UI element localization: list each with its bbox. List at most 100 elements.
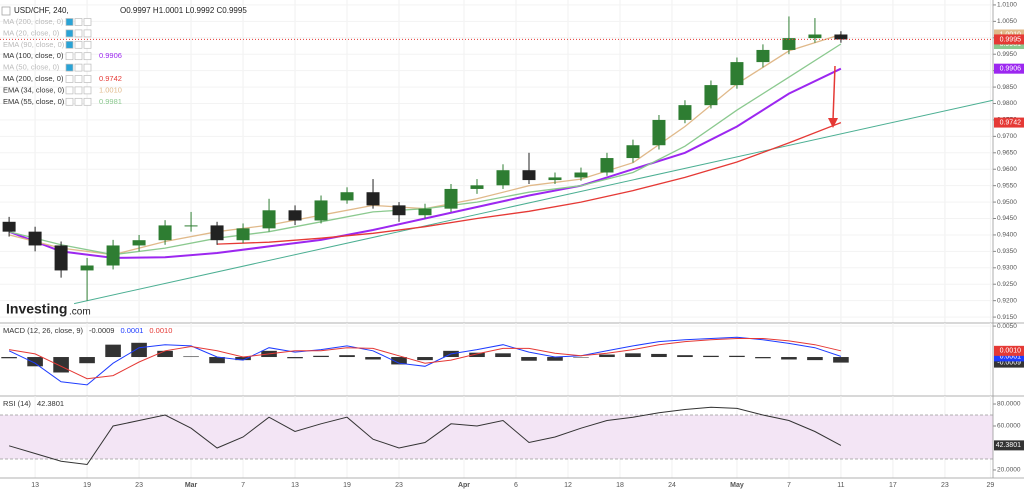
value-box — [994, 345, 1024, 356]
candle-body — [626, 145, 640, 159]
y-tick-label: 0.9450 — [997, 215, 1017, 222]
histogram-bar — [729, 355, 745, 358]
histogram-bar — [105, 344, 121, 358]
legend-label: MA (50, close, 0) — [3, 63, 60, 72]
chart-title: USD/CHF, 240, — [14, 6, 69, 15]
histogram-bar — [573, 357, 589, 358]
legend-label: EMA (34, close, 0) — [3, 85, 65, 94]
histogram-bar — [495, 353, 511, 358]
x-tick-label: May — [730, 482, 744, 489]
histogram-bar — [625, 353, 641, 358]
legend-icon — [74, 52, 83, 61]
legend-icon — [74, 86, 83, 95]
candle-body — [314, 200, 328, 221]
x-tick-label: 12 — [564, 482, 572, 489]
histogram-bar — [183, 356, 199, 358]
y-tick-label: 0.9200 — [997, 297, 1017, 304]
y-tick-label: 20.0000 — [997, 467, 1021, 474]
value-box-label: 0.0010 — [1000, 348, 1022, 355]
histogram-bar — [131, 342, 147, 358]
candle-body — [418, 208, 432, 216]
candle-body — [392, 205, 406, 216]
histogram-bar — [651, 353, 667, 358]
candle-body — [262, 210, 276, 229]
value-box-label: -0.0009 — [997, 359, 1021, 366]
legend-icon — [65, 63, 74, 72]
y-tick-label: 0.9250 — [997, 281, 1017, 288]
legend-label: MA (100, close, 0) — [3, 51, 64, 60]
y-tick-label: 0.9400 — [997, 232, 1017, 239]
value-box — [994, 117, 1024, 128]
candle-body — [28, 231, 42, 246]
histogram-bar — [53, 357, 69, 373]
candle-body — [288, 210, 302, 221]
histogram-bar — [703, 355, 719, 358]
candle-body — [132, 240, 146, 246]
x-tick-label: 13 — [31, 482, 39, 489]
value-box — [994, 351, 1024, 362]
legend-icon — [74, 40, 83, 49]
legend-value: 1.0010 — [99, 85, 122, 94]
legend-icon — [83, 40, 92, 49]
y-tick-label: 0.9350 — [997, 248, 1017, 255]
candle-body — [54, 245, 68, 271]
x-tick-label: 23 — [395, 482, 403, 489]
legend-icon — [65, 52, 74, 61]
legend-value: 42.3801 — [37, 399, 64, 408]
value-box — [994, 34, 1024, 45]
line — [9, 338, 842, 380]
y-tick-label: 0.9150 — [997, 314, 1017, 321]
x-tick-label: 13 — [291, 482, 299, 489]
legend-icon — [83, 97, 92, 106]
ohlc-label: O0.9997 H1.0001 L0.9992 C0.9995 — [120, 6, 247, 15]
candle-body — [210, 225, 224, 241]
legend-icon — [65, 40, 74, 49]
legend-icon — [74, 29, 83, 38]
candle-body — [834, 34, 848, 40]
value-box — [994, 63, 1024, 74]
legend-icon — [1, 6, 11, 16]
histogram-bar — [833, 357, 849, 363]
value-box-label: 0.0001 — [1000, 353, 1022, 360]
y-tick-label: 0.9650 — [997, 150, 1017, 157]
y-tick-label: 0.9850 — [997, 84, 1017, 91]
legend-icon — [83, 52, 92, 61]
x-tick-label: 6 — [514, 482, 518, 489]
x-tick-label: 17 — [889, 482, 897, 489]
value-box-label: 0.9906 — [1000, 66, 1022, 73]
histogram-bar — [677, 355, 693, 358]
y-tick-label: 0.9600 — [997, 166, 1017, 173]
legend-label: MA (20, close, 0) — [3, 28, 60, 37]
y-tick-label: 1.0050 — [997, 18, 1017, 25]
legend-label: MA (200, close, 0) — [3, 74, 64, 83]
legend-icon — [65, 86, 74, 95]
legend-value: -0.0009 — [89, 326, 114, 335]
legend-icon — [65, 29, 74, 38]
value-box — [994, 440, 1024, 451]
candle-body — [704, 85, 718, 106]
histogram-bar — [469, 352, 485, 358]
legend-icon — [83, 18, 92, 26]
candle-body — [366, 192, 380, 206]
x-tick-label: 23 — [135, 482, 143, 489]
candle-body — [678, 105, 692, 120]
y-tick-label: 1.0100 — [997, 2, 1017, 9]
x-tick-label: 11 — [837, 482, 844, 489]
candle-body — [496, 170, 510, 186]
histogram-bar — [807, 357, 823, 361]
legend-icon — [83, 86, 92, 95]
x-tick-label: 7 — [241, 482, 245, 489]
watermark: Investing — [6, 301, 67, 317]
x-tick-label: Mar — [185, 482, 198, 489]
legend-icon — [74, 75, 83, 83]
legend-icon — [65, 75, 74, 83]
legend-icon — [74, 18, 83, 26]
legend-label: EMA (55, close, 0) — [3, 97, 65, 106]
x-tick-label: 19 — [343, 482, 351, 489]
legend-value: 0.9742 — [99, 74, 122, 83]
histogram-bar — [781, 357, 797, 360]
legend-icon — [83, 29, 92, 38]
x-tick-label: 23 — [941, 482, 949, 489]
trendline — [73, 99, 994, 305]
watermark-suffix: .com — [69, 307, 91, 318]
